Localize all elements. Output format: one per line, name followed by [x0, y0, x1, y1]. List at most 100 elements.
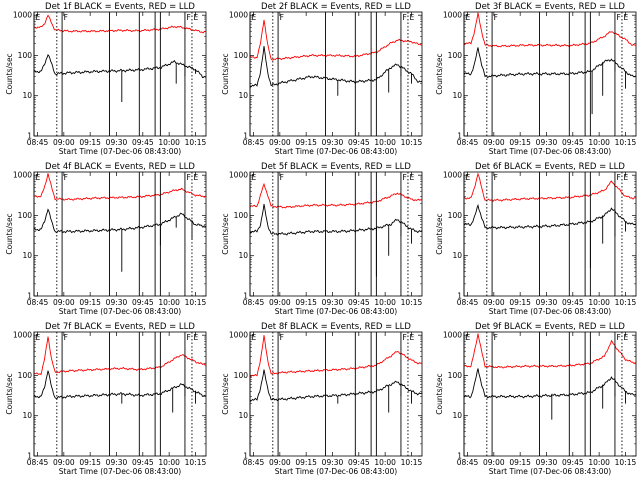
x-tick-label: 09:15: [509, 138, 531, 147]
x-tick-label: 09:00: [53, 298, 75, 307]
y-tick-label: 100: [18, 51, 33, 60]
x-axis-label: Start Time (07-Dec-06 08:43:00): [275, 147, 397, 156]
events-series-line: [249, 203, 423, 277]
x-tick-label: 10:00: [588, 458, 610, 467]
x-tick-label: 09:45: [132, 138, 154, 147]
flare-label: F: [494, 173, 498, 182]
x-axis-label: Start Time (07-Dec-06 08:43:00): [275, 467, 397, 476]
y-axis-label: Counts/sec: [5, 373, 14, 414]
x-tick-label: 09:00: [269, 298, 291, 307]
interval-end-label: E: [409, 173, 414, 182]
x-tick-label: 10:00: [374, 138, 396, 147]
x-tick-label: 09:30: [322, 138, 344, 147]
y-tick-label: 10: [22, 411, 32, 420]
detector-panel: Det 1f BLACK = Events, RED = LLD Counts/s…: [5, 2, 206, 156]
detector-panel: Det 7f BLACK = Events, RED = LLD Counts/s…: [5, 322, 206, 476]
detector-panel: Det 3f BLACK = Events, RED = LLD Counts/s…: [435, 2, 636, 156]
interval-start-label: E: [466, 333, 471, 342]
y-axis-label: Counts/sec: [435, 213, 444, 254]
y-axis-label: Counts/sec: [5, 53, 14, 94]
lld-series-line: [249, 335, 423, 378]
lld-series-line: [34, 173, 207, 201]
y-axis-label: Counts/sec: [435, 373, 444, 414]
x-tick-label: 09:45: [132, 298, 154, 307]
y-tick-label: 1: [27, 292, 32, 301]
plot-frame: [33, 171, 207, 297]
x-axis-label: Start Time (07-Dec-06 08:43:00): [59, 147, 181, 156]
flare-label: F: [494, 333, 498, 342]
x-tick-label: 09:30: [106, 298, 128, 307]
x-tick-label: 09:00: [53, 138, 75, 147]
interval-end-label: E: [623, 173, 628, 182]
x-tick-label: 09:15: [79, 298, 101, 307]
flare-label: F: [616, 333, 620, 342]
interval-start-label: E: [36, 333, 41, 342]
detector-panel: Det 4f BLACK = Events, RED = LLD Counts/s…: [5, 162, 206, 316]
x-tick-label: 09:45: [132, 458, 154, 467]
x-tick-label: 10:00: [158, 298, 180, 307]
x-tick-label: 08:45: [27, 298, 49, 307]
x-tick-label: 09:15: [295, 138, 317, 147]
interval-start-label: E: [466, 13, 471, 22]
y-tick-label: 10: [238, 91, 248, 100]
x-tick-label: 10:15: [401, 138, 423, 147]
panel-title: Det 4f BLACK = Events, RED = LLD: [45, 162, 195, 172]
events-series-line: [33, 370, 206, 413]
y-tick-label: 1000: [229, 331, 248, 340]
x-tick-label: 10:00: [158, 458, 180, 467]
x-tick-label: 10:15: [615, 298, 637, 307]
interval-end-label: E: [623, 333, 628, 342]
y-tick-label: 1: [457, 132, 462, 141]
x-tick-label: 10:00: [588, 298, 610, 307]
y-tick-label: 10: [22, 251, 32, 260]
flare-label: F: [64, 173, 68, 182]
panel-title: Det 3f BLACK = Events, RED = LLD: [475, 2, 625, 12]
x-tick-label: 09:00: [483, 458, 505, 467]
x-tick-label: 10:15: [401, 458, 423, 467]
y-tick-label: 1: [27, 452, 32, 461]
x-tick-label: 10:00: [374, 298, 396, 307]
lld-series-line: [33, 14, 207, 34]
interval-start-label: E: [252, 13, 257, 22]
events-series-line: [33, 208, 206, 272]
y-tick-label: 1: [457, 452, 462, 461]
lld-series-line: [463, 12, 637, 48]
x-tick-label: 09:30: [322, 298, 344, 307]
y-tick-label: 1000: [13, 11, 32, 20]
x-tick-label: 08:45: [457, 138, 479, 147]
y-tick-label: 1000: [443, 11, 462, 20]
panel-title: Det 5f BLACK = Events, RED = LLD: [261, 162, 411, 172]
plot-frame: [249, 331, 423, 457]
y-tick-label: 10: [22, 91, 32, 100]
panel-title: Det 1f BLACK = Events, RED = LLD: [45, 2, 195, 12]
events-series-line: [249, 45, 423, 96]
x-axis-label: Start Time (07-Dec-06 08:43:00): [489, 147, 611, 156]
x-tick-label: 10:15: [615, 458, 637, 467]
lld-series-line: [33, 336, 207, 376]
y-tick-label: 10: [452, 411, 462, 420]
y-tick-label: 1000: [13, 331, 32, 340]
x-tick-label: 10:00: [374, 458, 396, 467]
x-tick-label: 09:00: [483, 138, 505, 147]
x-tick-label: 08:45: [243, 298, 265, 307]
flare-label: F: [402, 173, 406, 182]
x-tick-label: 10:15: [401, 298, 423, 307]
lld-series-line: [463, 333, 637, 369]
events-series-line: [249, 369, 423, 413]
x-axis-label: Start Time (07-Dec-06 08:43:00): [59, 467, 181, 476]
interval-start-label: E: [252, 333, 257, 342]
y-tick-label: 1: [243, 292, 248, 301]
flare-label: F: [402, 13, 406, 22]
x-axis-label: Start Time (07-Dec-06 08:43:00): [275, 307, 397, 316]
y-axis-label: Counts/sec: [221, 213, 230, 254]
y-tick-label: 100: [448, 211, 463, 220]
x-tick-label: 08:45: [457, 458, 479, 467]
x-tick-label: 10:00: [158, 138, 180, 147]
interval-end-label: E: [409, 13, 414, 22]
y-axis-label: Counts/sec: [435, 53, 444, 94]
x-tick-label: 09:45: [562, 298, 584, 307]
y-tick-label: 100: [448, 371, 463, 380]
y-axis-label: Counts/sec: [221, 53, 230, 94]
y-tick-label: 100: [18, 211, 33, 220]
